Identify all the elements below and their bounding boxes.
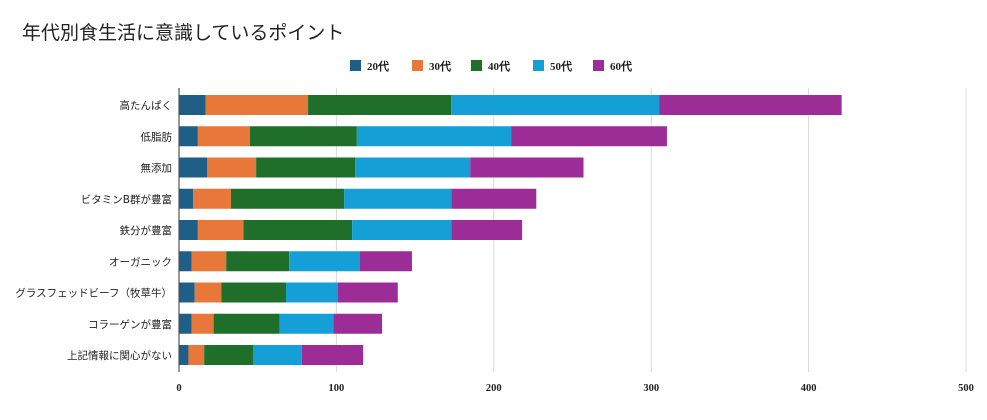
bar-30代-8 — [188, 345, 205, 365]
bar-60代-3 — [451, 188, 537, 209]
category-label-6: グラスフェッドビーフ（牧草牛） — [15, 287, 172, 300]
x-tick-label-400: 400 — [801, 383, 817, 394]
bar-20代-8 — [179, 345, 189, 365]
category-label-8: 上記情報に関心がない — [67, 349, 172, 362]
chart-title: 年代別食生活に意識しているポイント — [22, 22, 344, 44]
category-label-7: コラーゲンが豊富 — [88, 318, 172, 331]
bar-40代-7 — [213, 313, 280, 334]
category-label-5: オーガニック — [109, 256, 172, 268]
bar-50代-5 — [289, 251, 361, 272]
legend-label-60代: 60代 — [610, 59, 632, 73]
bar-50代-6 — [286, 282, 338, 303]
bar-20代-7 — [179, 313, 192, 334]
bar-30代-3 — [193, 188, 231, 209]
bar-60代-2 — [470, 157, 584, 178]
category-label-2: 無添加 — [141, 162, 173, 175]
legend-label-50代: 50代 — [550, 59, 572, 73]
bar-30代-4 — [197, 220, 244, 240]
bars — [179, 95, 842, 365]
bar-20代-2 — [179, 157, 208, 178]
legend-swatch-60代 — [593, 60, 604, 71]
x-tick-labels: 0 100 200 300 400 500 — [176, 383, 974, 394]
bar-40代-6 — [221, 282, 287, 303]
bar-50代-8 — [252, 345, 302, 365]
bar-60代-4 — [451, 220, 523, 240]
bar-60代-6 — [337, 282, 398, 303]
bar-30代-5 — [191, 251, 227, 272]
bar-20代-1 — [179, 126, 198, 147]
bar-50代-2 — [355, 157, 471, 178]
bar-20代-6 — [179, 282, 195, 303]
legend-swatch-20代 — [350, 60, 361, 71]
bar-40代-3 — [230, 188, 345, 209]
legend-swatch-30代 — [412, 60, 423, 71]
x-tick-label-200: 200 — [486, 383, 502, 394]
bar-20代-4 — [179, 220, 198, 240]
legend-swatch-50代 — [533, 60, 544, 71]
bar-40代-2 — [256, 157, 356, 178]
legend: 20代 30代 40代 50代 60代 — [350, 59, 632, 73]
bar-40代-8 — [204, 345, 253, 365]
bar-50代-3 — [344, 188, 452, 209]
bar-40代-5 — [226, 251, 290, 272]
category-labels: 高たんぱく低脂肪無添加ビタミンB群が豊富鉄分が豊富オーガニックグラスフェッドビー… — [15, 99, 172, 362]
category-label-1: 低脂肪 — [141, 130, 173, 143]
legend-label-30代: 30代 — [429, 59, 451, 73]
x-tick-label-0: 0 — [176, 383, 181, 394]
bar-30代-1 — [197, 126, 250, 147]
bar-50代-0 — [451, 95, 660, 115]
bar-40代-1 — [249, 126, 357, 147]
bar-40代-4 — [243, 220, 353, 240]
bar-50代-7 — [279, 313, 334, 334]
legend-label-20代: 20代 — [367, 59, 389, 73]
bar-50代-4 — [352, 220, 452, 240]
x-tick-label-500: 500 — [958, 383, 974, 394]
bar-60代-1 — [511, 126, 667, 147]
category-label-0: 高たんぱく — [120, 99, 173, 112]
category-label-4: 鉄分が豊富 — [120, 224, 173, 237]
bar-60代-7 — [333, 313, 383, 334]
bar-20代-3 — [179, 188, 194, 209]
bar-20代-0 — [179, 95, 206, 115]
bar-30代-2 — [207, 157, 257, 178]
bar-20代-5 — [179, 251, 192, 272]
legend-label-40代: 40代 — [488, 59, 510, 73]
category-label-3: ビタミンB群が豊富 — [81, 193, 172, 206]
bar-60代-0 — [659, 95, 842, 115]
x-tick-label-100: 100 — [329, 383, 345, 394]
x-tick-label-300: 300 — [643, 383, 659, 394]
bar-60代-5 — [360, 251, 412, 272]
legend-swatch-40代 — [471, 60, 482, 71]
bar-40代-0 — [308, 95, 452, 115]
bar-50代-1 — [356, 126, 512, 147]
bar-30代-6 — [194, 282, 222, 303]
bar-30代-7 — [191, 313, 214, 334]
bar-60代-8 — [301, 345, 364, 365]
bar-30代-0 — [205, 95, 309, 115]
